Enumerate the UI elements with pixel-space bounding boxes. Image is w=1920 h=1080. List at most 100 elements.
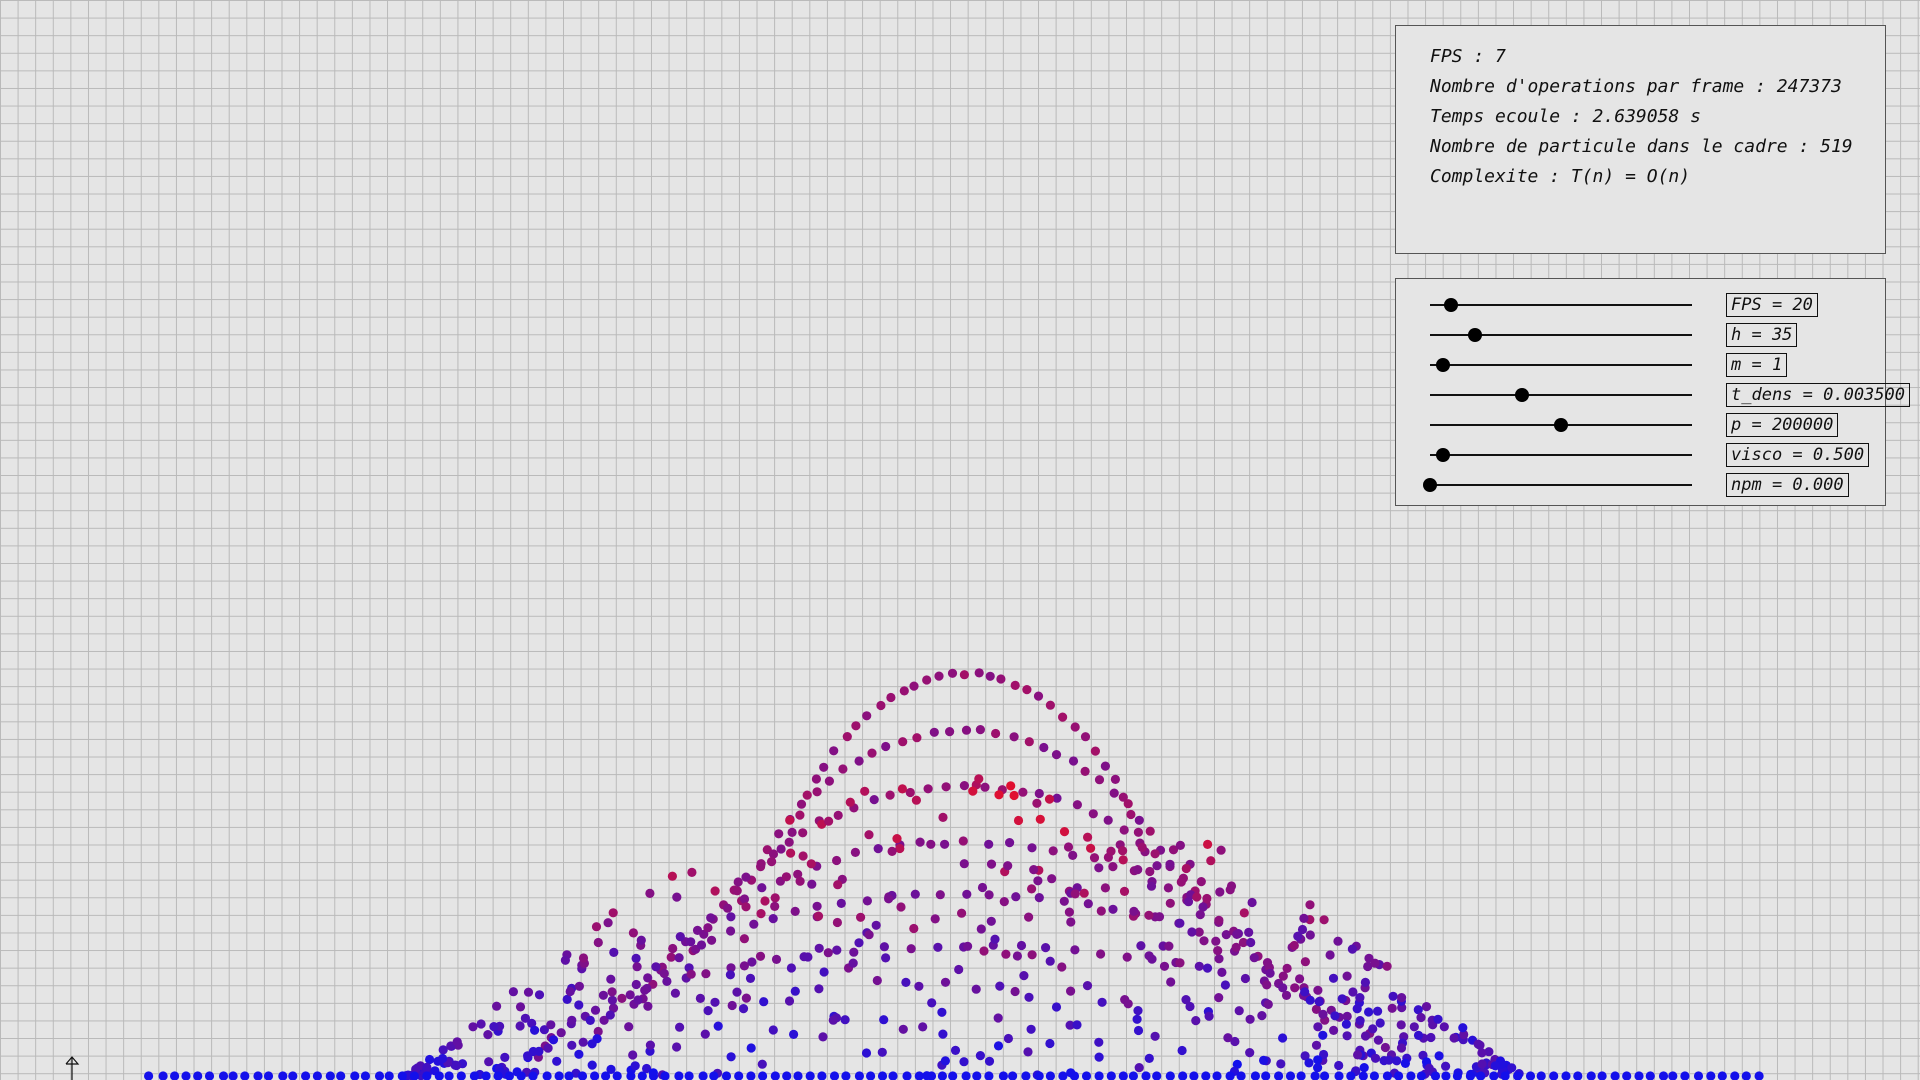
particle [523, 1051, 533, 1061]
particle [1034, 788, 1044, 799]
particle [1150, 1031, 1160, 1041]
particle [862, 896, 873, 906]
particle [692, 925, 703, 936]
particle [1313, 1055, 1323, 1065]
particle [1305, 900, 1315, 910]
particle [961, 1071, 971, 1080]
particle [1023, 1047, 1033, 1057]
particle [1296, 1071, 1306, 1080]
particle [1089, 853, 1100, 863]
particle [1430, 1071, 1441, 1080]
particle [1477, 1059, 1487, 1069]
particle [1080, 732, 1091, 742]
t-dens-slider-knob[interactable] [1514, 388, 1529, 402]
particle [851, 721, 861, 731]
particle [959, 781, 970, 791]
particle [1199, 936, 1209, 946]
particle [645, 888, 655, 899]
particle [1070, 945, 1080, 955]
particle [1033, 691, 1044, 701]
particle [374, 1071, 385, 1080]
particle [1088, 809, 1098, 819]
particle [1041, 943, 1051, 953]
particle [1195, 910, 1205, 920]
p-slider[interactable] [1430, 418, 1692, 432]
particle [1314, 997, 1324, 1007]
particle [648, 1071, 659, 1080]
particle [1214, 915, 1224, 925]
particle [926, 839, 936, 849]
particle [930, 914, 940, 924]
particle [926, 1071, 937, 1080]
particle [698, 1071, 708, 1080]
slider-row-m: m = 1 [1396, 350, 1885, 380]
particle [1059, 896, 1069, 906]
slider-row-p: p = 200000 [1396, 410, 1885, 440]
particle [1100, 761, 1110, 771]
particle [864, 830, 874, 840]
particle [1245, 1014, 1255, 1024]
particle [755, 951, 766, 961]
particle [1333, 936, 1343, 946]
particle [1490, 1061, 1500, 1071]
particle [397, 1071, 407, 1080]
particle [500, 1052, 510, 1062]
particle [578, 953, 589, 963]
particle [574, 1049, 584, 1059]
particle [1434, 1051, 1444, 1061]
particle [805, 1071, 815, 1080]
particle [1220, 980, 1230, 990]
m-slider-knob[interactable] [1436, 358, 1451, 372]
particle [1276, 1059, 1286, 1069]
particle [710, 997, 720, 1007]
h-slider-knob[interactable] [1467, 328, 1482, 342]
particle [1211, 936, 1221, 946]
h-slider[interactable] [1430, 328, 1692, 342]
npm-slider[interactable] [1423, 478, 1692, 492]
particle [1413, 1030, 1424, 1040]
p-slider-knob[interactable] [1554, 418, 1568, 432]
particle [1668, 1071, 1678, 1080]
particle [996, 674, 1006, 684]
m-slider[interactable] [1430, 358, 1692, 372]
particle [425, 1054, 435, 1065]
npm-slider-knob[interactable] [1423, 478, 1437, 492]
particle [1196, 877, 1206, 887]
fps-slider-knob[interactable] [1443, 298, 1458, 312]
particle [144, 1071, 154, 1080]
particle [607, 995, 618, 1005]
particle [515, 1002, 526, 1012]
particle [770, 893, 780, 903]
particle [1177, 1045, 1187, 1056]
particle [721, 1071, 732, 1080]
particle [1370, 1053, 1381, 1063]
particle [520, 1013, 531, 1023]
particle [927, 998, 937, 1008]
visco-slider-knob[interactable] [1436, 448, 1451, 462]
particle [1069, 1071, 1080, 1080]
particle [1300, 987, 1310, 997]
particle [1006, 781, 1016, 791]
particle [824, 776, 835, 786]
particle [962, 889, 972, 899]
particle [1202, 893, 1212, 904]
particle [709, 1071, 719, 1080]
fps-slider[interactable] [1430, 298, 1692, 312]
particle [1086, 843, 1096, 853]
t-dens-slider[interactable] [1430, 388, 1692, 402]
particle [1146, 881, 1157, 891]
particle [897, 784, 908, 794]
particle [1337, 994, 1347, 1004]
visco-slider[interactable] [1430, 448, 1692, 462]
particle [1021, 1071, 1031, 1080]
t-dens-slider-label: t_dens = 0.003500 [1726, 383, 1910, 407]
particle [1126, 809, 1136, 820]
particle [1108, 862, 1118, 872]
particle [350, 1071, 360, 1080]
particle [1152, 1071, 1162, 1080]
particle [562, 994, 572, 1005]
particle [706, 913, 716, 923]
particle [1239, 908, 1249, 918]
particle [1458, 1023, 1468, 1033]
particle [625, 990, 635, 1000]
